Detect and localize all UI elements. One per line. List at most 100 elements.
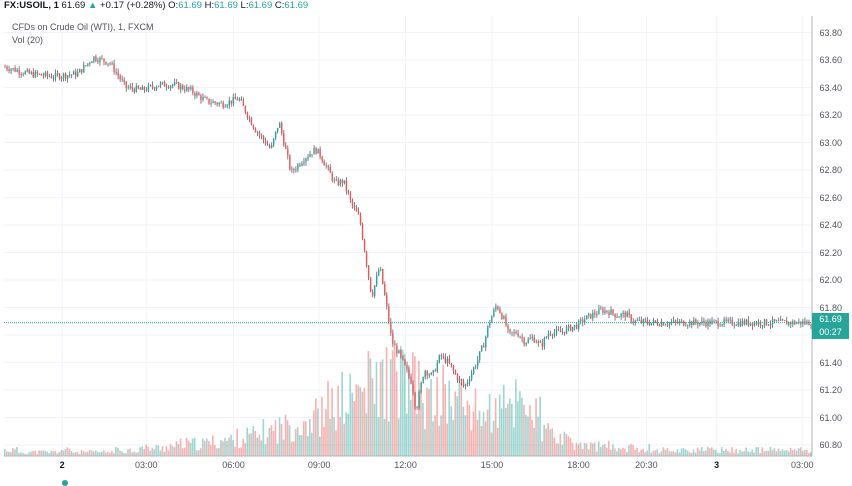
open-value: 61.69 (178, 0, 202, 11)
volume-bar (256, 437, 259, 456)
volume-bar (777, 448, 780, 456)
candle-body (782, 319, 784, 321)
volume-bar (660, 451, 663, 456)
x-tick-label: 2 (59, 460, 65, 470)
candle-body (58, 74, 61, 80)
volume-bar (262, 419, 265, 456)
candle-body (539, 341, 542, 343)
candle-body (52, 78, 55, 79)
candle-body (206, 97, 208, 99)
volume-bar (549, 429, 552, 456)
volume-bar (296, 427, 299, 456)
volume-bar (294, 429, 297, 456)
volume-bar (173, 447, 176, 456)
volume-bar (440, 415, 442, 456)
candle-body (208, 98, 210, 104)
candle-body (262, 136, 265, 141)
candle-body (618, 316, 620, 318)
candle-body (305, 158, 307, 162)
candle-body (474, 366, 477, 368)
volume-bar (246, 427, 249, 456)
candle-body (107, 63, 109, 65)
candle-body (600, 308, 602, 310)
candle-body (349, 193, 352, 200)
volume-bar (700, 447, 703, 456)
candle-body (470, 373, 473, 380)
y-tick-label: 62.00 (819, 275, 842, 285)
volume-bar (702, 451, 705, 456)
candle-body (624, 312, 626, 318)
volume-bar (658, 453, 661, 456)
candle-body (165, 86, 168, 88)
candle-body (224, 106, 226, 108)
volume-bar (369, 358, 372, 456)
volume-bar (591, 443, 594, 456)
volume-bar (486, 409, 489, 456)
volume-bar (339, 416, 341, 456)
x-tick-label: 3 (714, 460, 720, 470)
volume-bar (448, 380, 451, 456)
candle-body (406, 365, 408, 370)
volume-bar (767, 450, 770, 456)
candle-body (309, 154, 311, 157)
volume-bar (682, 448, 685, 456)
candle-body (489, 322, 491, 326)
candle-body (159, 83, 162, 86)
candle-body (701, 320, 703, 323)
candle-body (79, 69, 81, 73)
volume-bar (638, 452, 640, 456)
candle-body (123, 79, 125, 82)
candle-body (329, 167, 331, 173)
volume-bar (684, 449, 687, 456)
candle-body (281, 123, 283, 134)
candle-body (18, 69, 20, 74)
volume-bar (672, 451, 675, 456)
volume-bar (759, 453, 762, 456)
candle-body (129, 86, 131, 88)
candle-body (369, 277, 372, 292)
candle-body (487, 325, 489, 337)
candle-body (234, 96, 236, 100)
candle-body (491, 316, 493, 323)
volume-bar (48, 452, 51, 456)
volume-bar (264, 444, 267, 456)
volume-bar (569, 437, 572, 456)
volume-bar (462, 406, 465, 456)
volume-bar (333, 417, 335, 456)
volume-bar (747, 451, 749, 456)
candle-body (721, 324, 723, 326)
volume-bar (547, 423, 549, 456)
candle-body (582, 319, 584, 323)
candle-body (523, 338, 525, 345)
candle-body (173, 82, 176, 85)
volume-bar (797, 448, 800, 456)
volume-bar (410, 399, 412, 456)
volume-bar (652, 451, 655, 456)
volume-bar (22, 453, 24, 456)
volume-indicator-label[interactable]: Vol (20) (12, 35, 44, 45)
volume-bar (662, 447, 665, 456)
candle-body (42, 75, 45, 77)
x-tick-label: 18:00 (567, 460, 590, 470)
candle-body (420, 382, 422, 393)
volume-bar (515, 379, 517, 456)
volume-bar (577, 444, 580, 456)
volume-bar (72, 452, 75, 456)
candle-body (339, 180, 342, 186)
volume-bar (286, 420, 289, 456)
symbol-name[interactable]: FX:USOIL, 1 (4, 0, 59, 11)
candle-body (188, 87, 190, 90)
candle-body (319, 148, 321, 157)
candle-body (382, 269, 384, 285)
candle-body (157, 85, 160, 88)
candle-body (270, 145, 273, 148)
volume-bar (719, 453, 721, 456)
volume-bar (230, 434, 232, 456)
volume-bar (787, 451, 790, 456)
candle-body (77, 72, 79, 77)
volume-bar (779, 450, 782, 456)
volume-bar (551, 428, 554, 456)
candle-body (244, 105, 247, 113)
volume-bar (535, 398, 537, 456)
